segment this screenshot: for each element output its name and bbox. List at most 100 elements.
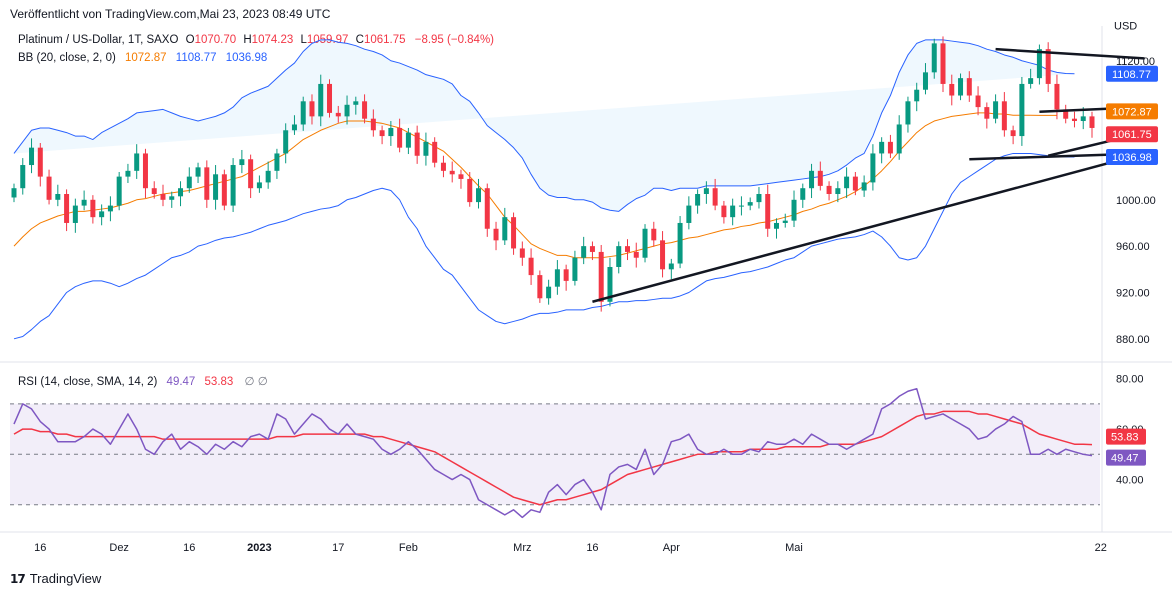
candle-body [633, 251, 639, 258]
candle-body [379, 130, 385, 137]
footer-brand[interactable]: 𝟭𝟳 TradingView [10, 571, 101, 586]
symbol-label[interactable]: Platinum / US-Dollar, 1T, SAXO [18, 34, 179, 46]
candle-body [370, 118, 376, 131]
candle-body [581, 246, 587, 258]
bb-upper-line [13, 39, 1075, 212]
candle-body [730, 205, 736, 218]
candle-body [660, 240, 666, 270]
candle-body [353, 101, 359, 105]
candle-body [344, 104, 350, 117]
change-value: −8.95 (−0.84%) [414, 34, 495, 46]
rsi-sma-line [13, 410, 1093, 506]
candle-body [914, 89, 920, 102]
candle-body [195, 167, 201, 177]
rsi-tag-label: 49.47 [1111, 453, 1139, 465]
candle-body [931, 43, 937, 73]
candle-body [809, 170, 815, 189]
candle-body [458, 174, 464, 179]
bb-basis-line [13, 112, 1057, 259]
price-tag [1106, 65, 1158, 82]
candle-body [607, 266, 613, 302]
candle-body [81, 199, 87, 206]
price-tag-label: 1072.87 [1112, 106, 1152, 118]
candle-body [695, 194, 701, 206]
candle-body [817, 170, 823, 186]
currency-label: USD [1114, 21, 1137, 33]
time-tick-label: 16 [586, 542, 598, 554]
high-label: H [243, 34, 252, 46]
price-tag [1106, 126, 1158, 143]
hidden-series-icon[interactable]: ∅ ∅ [244, 376, 268, 388]
bb-upper-value: 1108.77 [175, 52, 217, 64]
trendline [592, 152, 1145, 303]
candle-body [283, 130, 289, 154]
candle-body [782, 220, 788, 223]
bb-basis-value: 1072.87 [125, 52, 167, 64]
candle-body [20, 165, 26, 189]
candle-body [327, 83, 333, 113]
candle-body [397, 127, 403, 148]
candle-body [773, 222, 779, 229]
bb-label[interactable]: BB (20, close, 2, 0) [18, 52, 116, 64]
candle-body [651, 228, 657, 241]
candle-body [265, 170, 271, 183]
price-tick-label: 960.00 [1116, 241, 1150, 253]
rsi-tick-label: 40.00 [1116, 475, 1144, 487]
candle-body [528, 257, 534, 276]
candle-body [958, 78, 964, 96]
candle-body [756, 194, 762, 203]
candle-body [64, 194, 70, 223]
candle-body [993, 101, 999, 119]
candle-body [887, 141, 893, 154]
candle-body [484, 188, 490, 229]
candle-body [703, 188, 709, 194]
time-tick-label: 2023 [247, 542, 271, 554]
rsi-value: 49.47 [166, 376, 196, 388]
rsi-label[interactable]: RSI (14, close, SMA, 14, 2) [18, 376, 158, 388]
candle-body [949, 83, 955, 96]
candle-body [90, 199, 96, 218]
time-tick-label: Mai [785, 542, 803, 554]
candle-body [642, 228, 648, 258]
time-tick-label: 16 [34, 542, 46, 554]
candle-body [362, 101, 368, 119]
open-label: O [185, 34, 195, 46]
candle-body [318, 83, 324, 117]
candle-body [449, 170, 455, 175]
candle-body [984, 107, 990, 119]
candle-body [440, 162, 446, 171]
price-tick-label: 1120.00 [1116, 56, 1155, 68]
rsi-tag-label: 53.83 [1111, 432, 1139, 444]
close-label: C [355, 34, 364, 46]
candle-body [1080, 116, 1086, 122]
candle-body [589, 246, 595, 252]
candle-body [861, 182, 867, 191]
candle-body [835, 188, 841, 194]
candle-body [116, 176, 122, 206]
candle-body [765, 194, 771, 229]
candle-body [213, 174, 219, 200]
price-tag [1106, 148, 1158, 165]
bb-fill [14, 39, 1075, 212]
candle-body [502, 217, 508, 241]
candle-body [598, 251, 604, 302]
candle-body [975, 95, 981, 108]
candle-body [230, 165, 236, 206]
candle-body [467, 178, 473, 203]
candle-body [274, 153, 280, 171]
candles [11, 36, 1095, 312]
rsi-tag [1106, 428, 1146, 445]
candle-body [125, 170, 131, 177]
candle-body [1001, 101, 1007, 131]
candle-body [800, 188, 806, 200]
candle-body [1054, 83, 1060, 110]
candle-body [563, 269, 569, 281]
candle-body [966, 78, 972, 96]
rsi-sma-value: 53.83 [204, 376, 234, 388]
time-tick-label: Feb [399, 542, 418, 554]
candle-body [178, 188, 184, 197]
rsi-line [13, 387, 1093, 519]
candle-body [169, 196, 175, 200]
candle-body [712, 188, 718, 206]
